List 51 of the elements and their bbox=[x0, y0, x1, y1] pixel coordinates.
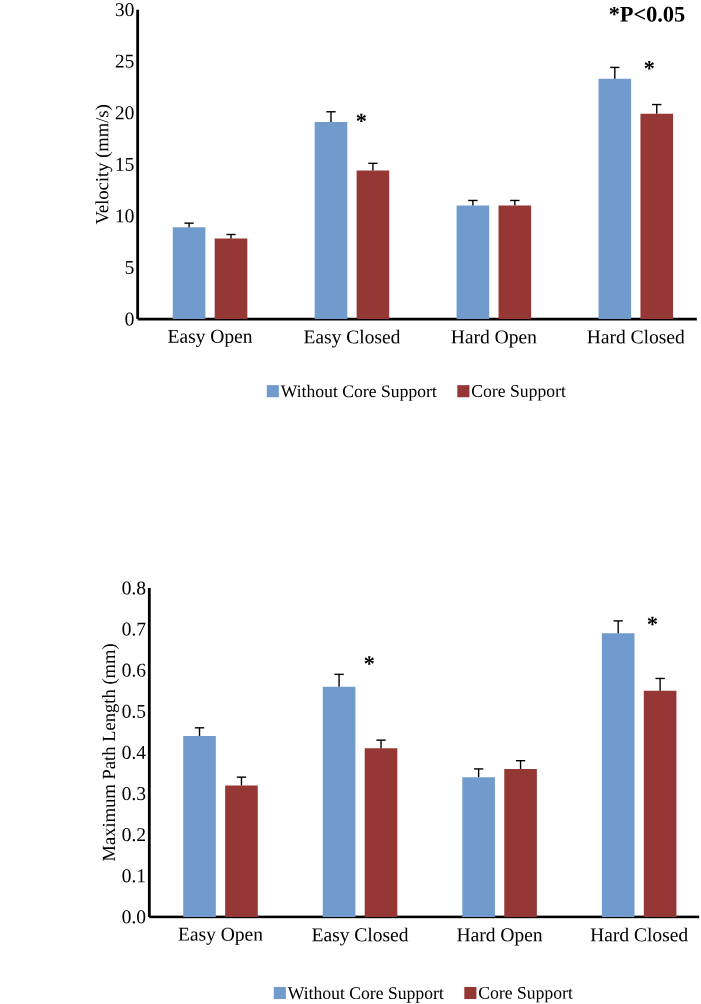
bar bbox=[462, 777, 496, 917]
y-tick-label: 5 bbox=[125, 261, 134, 274]
y-axis-title: Velocity (mm/s) bbox=[95, 105, 113, 225]
x-tick-label: Easy Closed bbox=[312, 927, 409, 946]
y-tick-label: 15 bbox=[116, 157, 134, 171]
x-tick-label: Easy Open bbox=[178, 927, 263, 945]
bar bbox=[602, 633, 635, 917]
legend-label: Without Core Support bbox=[280, 384, 437, 401]
y-tick-label: 10 bbox=[116, 209, 134, 223]
x-tick-label: Easy Open bbox=[168, 329, 253, 347]
bar bbox=[183, 736, 217, 917]
legend-label: Core Support bbox=[479, 986, 573, 1003]
y-tick-label: 0.2 bbox=[122, 828, 146, 842]
bar bbox=[456, 205, 490, 320]
bar bbox=[598, 78, 632, 320]
bar bbox=[225, 785, 258, 917]
x-tick-label: Hard Open bbox=[451, 329, 537, 348]
annotation: * bbox=[648, 616, 658, 626]
legend-label: Without Core Support bbox=[287, 986, 444, 1003]
y-tick-label: 0.7 bbox=[122, 622, 146, 636]
y-tick-label: 0.1 bbox=[122, 869, 146, 883]
annotation: * bbox=[644, 61, 655, 70]
bar bbox=[364, 748, 398, 917]
y-tick-label: 0.0 bbox=[122, 910, 146, 924]
legend-label: Core Support bbox=[472, 385, 566, 401]
x-tick-label: Hard Open bbox=[457, 927, 543, 946]
annotation: * bbox=[356, 113, 367, 123]
y-tick-label: 0.6 bbox=[122, 663, 146, 677]
bar bbox=[314, 122, 348, 320]
bar bbox=[504, 768, 538, 917]
bar bbox=[356, 170, 390, 320]
y-tick-label: 0.5 bbox=[122, 704, 146, 718]
y-axis-title: Maximum Path Length (mm) bbox=[102, 644, 120, 862]
annotation: * bbox=[364, 656, 375, 665]
bar bbox=[644, 690, 677, 917]
x-tick-label: Easy Closed bbox=[304, 329, 401, 348]
y-tick-label: 30 bbox=[116, 3, 134, 17]
bar bbox=[498, 205, 532, 320]
bar bbox=[322, 686, 356, 917]
bar bbox=[640, 113, 674, 320]
x-tick-label: Hard Closed bbox=[590, 927, 689, 942]
y-tick-label: 0.8 bbox=[122, 581, 146, 595]
annotation: *P<0.05 bbox=[609, 6, 685, 22]
y-tick-label: 0 bbox=[125, 312, 134, 326]
x-tick-label: Hard Closed bbox=[587, 329, 685, 344]
y-tick-label: 20 bbox=[115, 106, 134, 120]
bar bbox=[214, 238, 248, 320]
y-tick-label: 25 bbox=[115, 54, 134, 68]
y-tick-label: 0.3 bbox=[122, 786, 146, 801]
y-tick-label: 0.4 bbox=[122, 745, 146, 760]
bar bbox=[172, 227, 206, 320]
